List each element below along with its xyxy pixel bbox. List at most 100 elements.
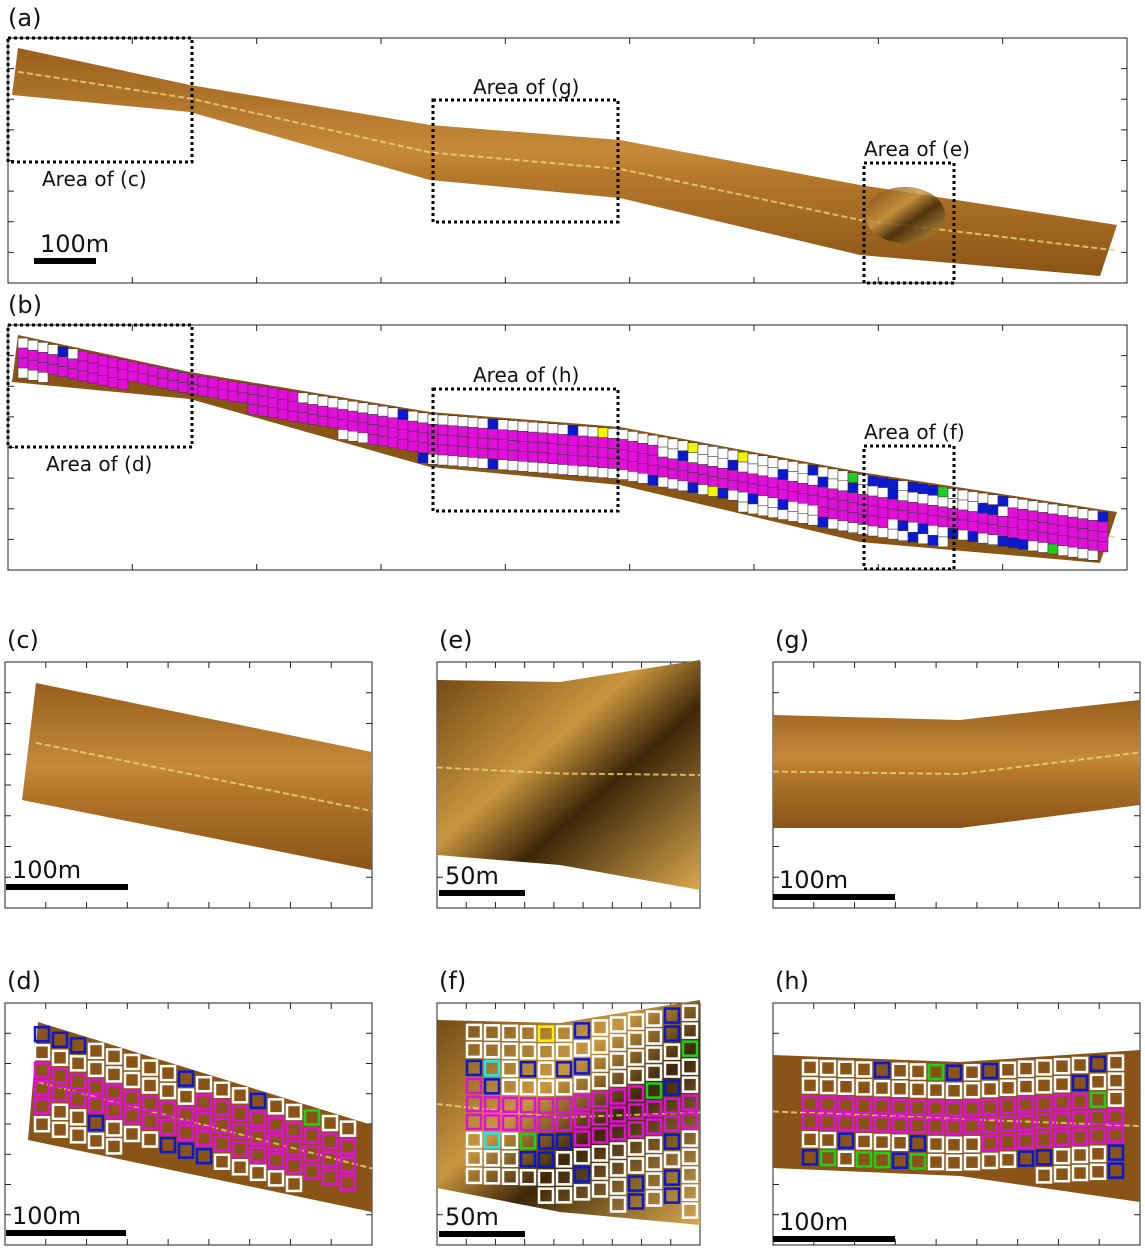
grid-cell (568, 455, 578, 465)
grid-cell (638, 463, 648, 473)
grid-cell (678, 471, 688, 481)
grid-cell (928, 495, 938, 505)
grid-cell (438, 455, 448, 465)
grid-cell (1018, 529, 1028, 539)
grid-cell (718, 488, 728, 498)
grid-cell (368, 405, 378, 415)
grid-cell (648, 445, 658, 455)
grid-cell (588, 467, 598, 477)
grid-cell (1018, 519, 1028, 529)
grid-cell (248, 405, 258, 415)
grid-cell (478, 428, 488, 438)
scale-bar (6, 884, 128, 890)
grid-cell (498, 450, 508, 460)
grid-cell (678, 451, 688, 461)
grid-cell (738, 462, 748, 472)
grid-cell (498, 430, 508, 440)
grid-cell (498, 460, 508, 470)
grid-cell (438, 415, 448, 425)
grid-cell (478, 438, 488, 448)
grid-cell (538, 433, 548, 443)
grid-cell (808, 475, 818, 485)
scale-bar-label: 100m (12, 856, 81, 884)
grid-cell (458, 417, 468, 427)
grid-cell (688, 443, 698, 453)
scale-bar-label: 100m (40, 230, 109, 258)
grid-cell (438, 435, 448, 445)
grid-cell (1088, 550, 1098, 560)
panel-label: (f) (439, 967, 466, 995)
grid-cell (528, 432, 538, 442)
grid-cell (598, 448, 608, 458)
area-label: Area of (c) (42, 167, 147, 191)
grid-cell (938, 497, 948, 507)
grid-cell (1048, 534, 1058, 544)
grid-cell (578, 436, 588, 446)
grid-cell (988, 495, 998, 505)
grid-cell (308, 395, 318, 405)
grid-cell (398, 410, 408, 420)
grid-cell (408, 441, 418, 451)
grid-cell (868, 526, 878, 536)
grid-cell (798, 483, 808, 493)
grid-cell (418, 443, 428, 453)
grid-cell (758, 496, 768, 506)
panel-label: (a) (8, 4, 41, 32)
grid-cell (938, 537, 948, 547)
grid-cell (988, 535, 998, 545)
grid-cell (28, 370, 38, 380)
grid-cell (518, 451, 528, 461)
grid-cell (848, 493, 858, 503)
grid-cell (798, 463, 808, 473)
grid-cell (848, 483, 858, 493)
grid-cell (498, 440, 508, 450)
grid-cell (1078, 519, 1088, 529)
grid-cell (488, 449, 498, 459)
grid-cell (498, 420, 508, 430)
grid-cell (678, 441, 688, 451)
grid-cell (868, 476, 878, 486)
grid-cell (158, 378, 168, 388)
grid-cell (758, 456, 768, 466)
grid-cell (268, 398, 278, 408)
grid-cell (408, 421, 418, 431)
grid-cell (48, 355, 58, 365)
grid-cell (118, 370, 128, 380)
grid-cell (898, 511, 908, 521)
grid-cell (548, 424, 558, 434)
grid-cell (758, 476, 768, 486)
grid-cell (798, 513, 808, 523)
grid-cell (798, 473, 808, 483)
grid-cell (938, 527, 948, 537)
grid-cell (288, 401, 298, 411)
grid-cell (1068, 537, 1078, 547)
grid-cell (1038, 522, 1048, 532)
grid-cell (418, 453, 428, 463)
grid-cell (1008, 528, 1018, 538)
grid-cell (648, 475, 658, 485)
grid-cell (848, 503, 858, 513)
grid-cell (918, 514, 928, 524)
grid-cell (778, 460, 788, 470)
grid-cell (878, 498, 888, 508)
grid-cell (268, 388, 278, 398)
grid-cell (798, 503, 808, 513)
grid-cell (788, 491, 798, 501)
grid-cell (238, 393, 248, 403)
grid-cell (748, 484, 758, 494)
grid-cell (258, 396, 268, 406)
grid-cell (718, 478, 728, 488)
grid-cell (878, 528, 888, 538)
sonar-mosaic (773, 700, 1140, 828)
grid-cell (98, 375, 108, 385)
grid-cell (868, 506, 878, 516)
grid-cell (848, 513, 858, 523)
grid-cell (658, 437, 668, 447)
area-label: Area of (f) (864, 420, 965, 444)
grid-cell (68, 369, 78, 379)
grid-cell (78, 371, 88, 381)
grid-cell (788, 481, 798, 491)
grid-cell (358, 423, 368, 433)
grid-cell (598, 458, 608, 468)
grid-cell (48, 365, 58, 375)
